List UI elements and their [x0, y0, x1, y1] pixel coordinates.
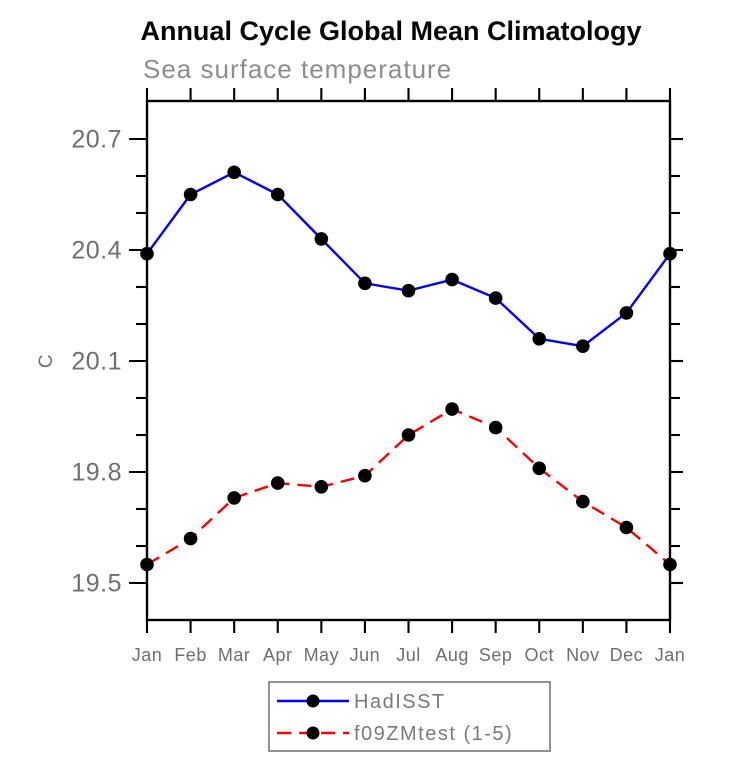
data-point-marker — [532, 332, 547, 346]
x-tick-label: Aug — [435, 645, 469, 665]
plot-area: 19.5 19.8 20.1 20.4 20.7 Jan Feb Mar Apr May Jun Ju… — [71, 88, 685, 665]
legend-item: HadISST — [277, 691, 446, 713]
data-point-marker — [270, 187, 285, 202]
data-point-marker — [576, 339, 590, 354]
data-point-marker — [358, 468, 372, 483]
data-point-marker — [445, 402, 459, 416]
x-tick-label: Jan — [132, 645, 163, 665]
data-point-marker — [445, 272, 459, 287]
data-point-marker — [183, 187, 198, 202]
x-tick-label: Jan — [655, 645, 686, 665]
data-point-marker — [227, 165, 241, 180]
x-tick-label: Sep — [479, 645, 513, 665]
legend-marker-icon — [306, 694, 320, 708]
x-tick-label: Feb — [174, 645, 207, 665]
y-axis-label: C — [36, 354, 57, 368]
data-point-marker — [619, 306, 634, 320]
x-tick-label: Jun — [350, 645, 381, 665]
data-point-marker — [314, 232, 329, 246]
data-point-marker — [140, 557, 154, 572]
y-tick-label: 20.1 — [71, 348, 122, 376]
data-point-marker — [358, 276, 372, 291]
data-point-marker — [488, 420, 503, 435]
legend-label: f09ZMtest (1-5) — [354, 723, 513, 745]
y-tick-label: 19.5 — [71, 570, 122, 598]
x-tick-label: Mar — [218, 645, 251, 665]
series-line-0 — [146, 170, 671, 348]
data-point-marker — [532, 461, 547, 476]
y-tick-label: 20.4 — [71, 237, 122, 265]
x-tick-label: Oct — [524, 645, 554, 665]
x-tick-label: Jul — [396, 645, 421, 665]
x-tick-label: Nov — [566, 645, 600, 665]
data-point-marker — [270, 476, 285, 490]
data-point-marker — [576, 494, 590, 509]
data-point-marker — [401, 283, 416, 298]
data-point-marker — [663, 557, 677, 572]
data-point-marker — [619, 520, 634, 535]
data-point-marker — [663, 246, 677, 261]
data-point-marker — [314, 480, 329, 494]
legend-item: f09ZMtest (1-5) — [277, 723, 513, 745]
data-point-marker — [401, 428, 416, 442]
legend-marker-icon — [306, 726, 320, 740]
legend-box — [268, 681, 551, 752]
legend-label: HadISST — [354, 691, 446, 713]
x-tick-label: May — [304, 645, 340, 665]
data-point-marker — [140, 246, 154, 261]
data-point-marker — [227, 491, 241, 505]
legend: HadISST f09ZMtest (1-5) — [268, 681, 551, 752]
y-tick-label: 19.8 — [71, 459, 122, 487]
data-point-marker — [183, 531, 198, 546]
plot-frame — [145, 99, 672, 622]
x-tick-label: Dec — [610, 645, 644, 665]
x-tick-label: Apr — [263, 645, 293, 665]
y-tick-label: 20.7 — [71, 126, 122, 154]
chart-title: Annual Cycle Global Mean Climatology — [140, 16, 641, 46]
data-point-marker — [488, 291, 503, 305]
chart-subtitle: Sea surface temperature — [143, 54, 452, 84]
